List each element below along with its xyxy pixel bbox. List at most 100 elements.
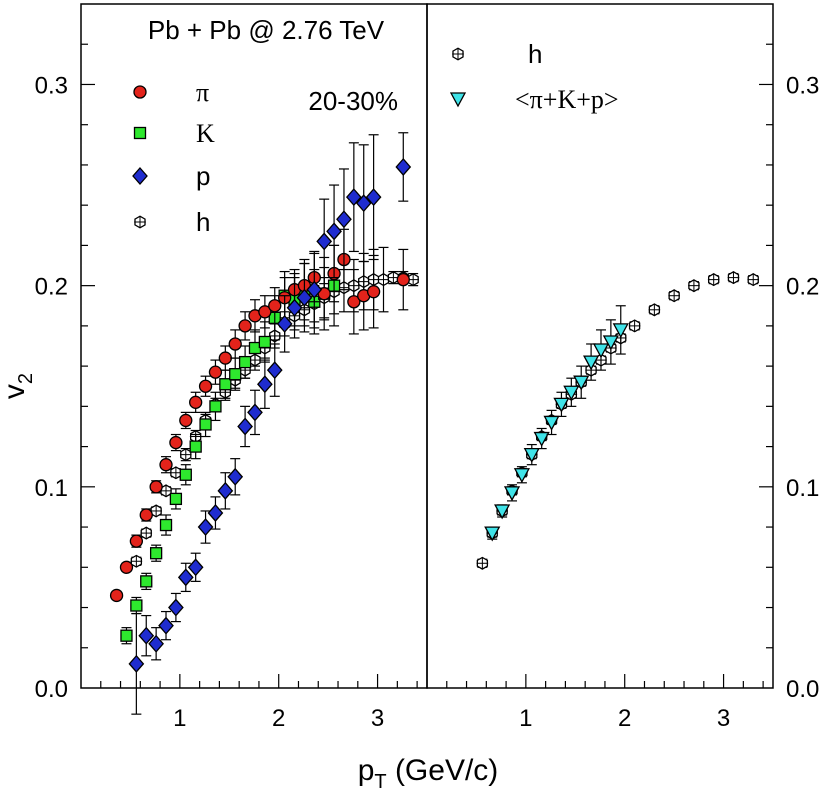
hadron-point <box>727 271 740 285</box>
average-point <box>553 397 570 413</box>
proton-point <box>365 188 382 207</box>
pion-point <box>238 319 252 333</box>
hadron-point <box>179 448 192 462</box>
legend-label-0: π <box>196 78 209 107</box>
proton-point <box>306 280 323 299</box>
x-tick-label: 2 <box>272 705 285 732</box>
hadron-point <box>140 526 153 540</box>
pion-point <box>347 295 361 309</box>
kaon-point <box>209 400 222 413</box>
pion-point <box>218 351 232 365</box>
proton-point <box>217 481 234 500</box>
kaon-point <box>238 355 252 369</box>
pion-point <box>139 508 153 522</box>
kaon-point <box>149 547 163 560</box>
y-tick-label-right: 0.3 <box>786 72 819 99</box>
proton-point <box>296 288 313 307</box>
hadron-point <box>707 273 720 287</box>
y-tick-label-left: 0.1 <box>35 475 68 502</box>
chart-title: Pb + Pb @ 2.76 TeV <box>148 15 385 45</box>
average-point <box>583 355 600 371</box>
proton-point <box>207 503 224 522</box>
average-point <box>563 385 580 401</box>
hadron-point <box>150 504 162 518</box>
pion-point <box>129 534 144 548</box>
y-tick-label-right: 0.1 <box>786 475 819 502</box>
pion-point <box>119 560 134 574</box>
proton-point <box>276 314 293 333</box>
y-tick-label-left: 0.3 <box>35 72 68 99</box>
legend-label-2: p <box>196 161 210 191</box>
proton-point <box>345 188 362 207</box>
hadron-point <box>747 273 760 287</box>
kaon-point <box>199 418 212 431</box>
hadron-point <box>628 319 641 333</box>
pion-point <box>208 365 223 379</box>
data-marks <box>109 132 760 715</box>
pion-point <box>258 305 272 319</box>
kaon-point <box>189 440 202 453</box>
average-point <box>494 504 511 520</box>
y-axis-title: v2 <box>0 373 37 399</box>
proton-point <box>316 232 333 251</box>
proton-point <box>326 222 342 241</box>
y-tick-label-left: 0.2 <box>35 274 68 301</box>
legend-label-1: K <box>196 119 215 148</box>
hadron-point <box>688 279 700 293</box>
x-axis-title: pT (GeV/c) <box>358 754 499 793</box>
kaon-point <box>140 575 153 588</box>
hadron-point <box>130 554 143 568</box>
proton-point <box>286 298 303 317</box>
pion-point <box>109 588 124 603</box>
y-axis-title-sub: 2 <box>15 373 37 384</box>
x-tick-label: 1 <box>519 705 532 732</box>
legend-marker-3 <box>134 215 146 229</box>
average-point <box>533 431 550 447</box>
pion-point <box>228 337 242 351</box>
legend-right-marker-0 <box>452 47 464 61</box>
proton-point <box>177 568 194 587</box>
pion-point <box>198 379 213 393</box>
proton-point <box>227 467 244 486</box>
proton-point <box>168 598 184 617</box>
y-tick-label-left: 0.0 <box>35 676 68 703</box>
legend-marker-2 <box>132 167 148 185</box>
hadron-point <box>170 466 182 480</box>
right-panel-frame <box>426 3 774 689</box>
proton-point <box>237 417 253 436</box>
proton-point <box>257 375 273 394</box>
pion-point <box>268 299 282 313</box>
y-axis-title-main: v <box>0 384 31 399</box>
average-point <box>573 375 590 391</box>
average-point <box>484 526 501 542</box>
proton-point <box>266 361 283 380</box>
kaon-point <box>120 629 133 642</box>
proton-point <box>187 558 204 577</box>
hadron-point <box>476 556 489 570</box>
legend-right: h <π+K+p> <box>449 39 619 114</box>
kaon-point <box>229 368 242 381</box>
x-tick-label: 1 <box>173 705 186 732</box>
proton-point <box>148 634 164 653</box>
legend-right-label-0: h <box>528 39 542 69</box>
hadron-point <box>377 273 390 287</box>
pion-point <box>366 285 381 299</box>
kaon-point <box>130 599 143 612</box>
pion-point <box>189 395 203 409</box>
kaon-point <box>179 468 192 481</box>
average-point <box>592 343 610 359</box>
x-axis-title-sub: T <box>374 771 386 793</box>
x-tick-label: 3 <box>371 705 384 732</box>
legend-right-label-1: <π+K+p> <box>515 85 619 114</box>
average-point <box>612 323 629 339</box>
axis-ticks <box>81 43 773 688</box>
legend-label-3: h <box>196 207 210 237</box>
average-point <box>503 486 521 502</box>
proton-point <box>197 518 214 537</box>
pion-point <box>149 480 163 494</box>
average-point <box>602 335 619 351</box>
proton-point <box>247 403 263 422</box>
proton-point <box>336 210 352 229</box>
